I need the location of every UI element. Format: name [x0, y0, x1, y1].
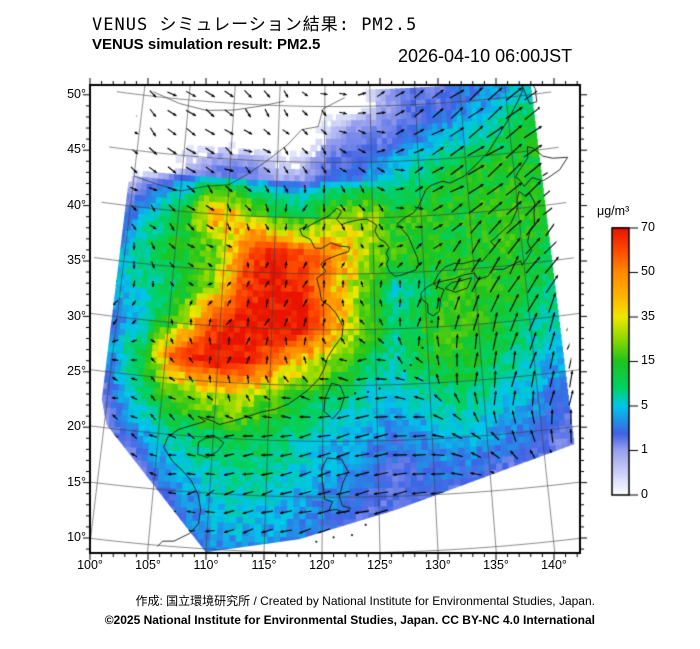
y-axis-tick-label: 45°	[67, 142, 86, 156]
colorbar-tick-label: 35	[641, 309, 655, 323]
x-axis-tick-label: 140°	[541, 558, 567, 572]
x-axis-tick-label: 100°	[77, 558, 103, 572]
y-axis-tick-label: 10°	[67, 530, 86, 544]
x-axis-tick-label: 125°	[367, 558, 393, 572]
footer: 作成: 国立環境研究所 / Created by National Instit…	[0, 592, 595, 627]
map-title-en: VENUS simulation result: PM2.5	[92, 36, 321, 53]
x-axis-tick-label: 105°	[135, 558, 161, 572]
y-axis-tick-label: 40°	[67, 198, 86, 212]
timestamp: 2026-04-10 06:00JST	[398, 46, 573, 66]
credit-text: 作成: 国立環境研究所 / Created by National Instit…	[135, 594, 595, 608]
y-axis-tick-label: 25°	[67, 364, 86, 378]
colorbar-unit-label: μg/m³	[597, 204, 630, 218]
x-axis-tick-label: 110°	[193, 558, 219, 572]
colorbar-tick-label: 70	[641, 220, 655, 234]
x-axis-tick-label: 135°	[483, 558, 509, 572]
x-axis-tick-label: 115°	[251, 558, 277, 572]
map-title-jp: VENUS シミュレーション結果: PM2.5	[92, 15, 418, 35]
colorbar-tick-label: 50	[641, 264, 655, 278]
y-axis-tick-label: 50°	[67, 87, 86, 101]
colorbar-tick-label: 15	[641, 353, 655, 367]
x-axis-tick-label: 130°	[425, 558, 451, 572]
colorbar-tick-label: 0	[641, 487, 648, 501]
colorbar-tick-label: 5	[641, 398, 648, 412]
license-text: ©2025 National Institute for Environment…	[104, 613, 595, 627]
y-axis-tick-label: 20°	[67, 419, 86, 433]
y-axis-tick-label: 15°	[67, 475, 86, 489]
colorbar-tick-label: 1	[641, 442, 648, 456]
x-axis-tick-label: 120°	[309, 558, 335, 572]
y-axis-tick-label: 30°	[67, 309, 86, 323]
y-axis-tick-label: 35°	[67, 253, 86, 267]
